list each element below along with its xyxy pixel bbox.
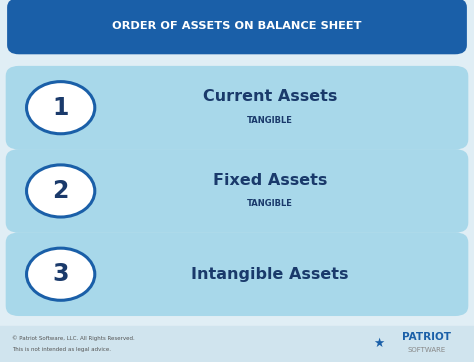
FancyBboxPatch shape bbox=[0, 326, 474, 362]
Text: TANGIBLE: TANGIBLE bbox=[247, 116, 293, 125]
Text: TANGIBLE: TANGIBLE bbox=[247, 199, 293, 208]
FancyBboxPatch shape bbox=[6, 66, 468, 150]
Text: 1: 1 bbox=[53, 96, 69, 120]
Circle shape bbox=[27, 81, 95, 134]
Text: Fixed Assets: Fixed Assets bbox=[213, 173, 328, 188]
Text: © Patriot Software, LLC. All Rights Reserved.: © Patriot Software, LLC. All Rights Rese… bbox=[12, 335, 135, 341]
Circle shape bbox=[27, 248, 95, 300]
Text: ★: ★ bbox=[374, 337, 385, 350]
FancyBboxPatch shape bbox=[7, 0, 467, 54]
Text: SOFTWARE: SOFTWARE bbox=[408, 347, 446, 353]
Text: Current Assets: Current Assets bbox=[203, 89, 337, 104]
Text: This is not intended as legal advice.: This is not intended as legal advice. bbox=[12, 347, 111, 352]
Text: ORDER OF ASSETS ON BALANCE SHEET: ORDER OF ASSETS ON BALANCE SHEET bbox=[112, 21, 362, 31]
Text: 2: 2 bbox=[53, 179, 69, 203]
Text: PATRIOT: PATRIOT bbox=[402, 332, 451, 342]
Text: 3: 3 bbox=[53, 262, 69, 286]
FancyBboxPatch shape bbox=[6, 149, 468, 233]
Text: Intangible Assets: Intangible Assets bbox=[191, 267, 349, 282]
FancyBboxPatch shape bbox=[6, 232, 468, 316]
Circle shape bbox=[27, 165, 95, 217]
